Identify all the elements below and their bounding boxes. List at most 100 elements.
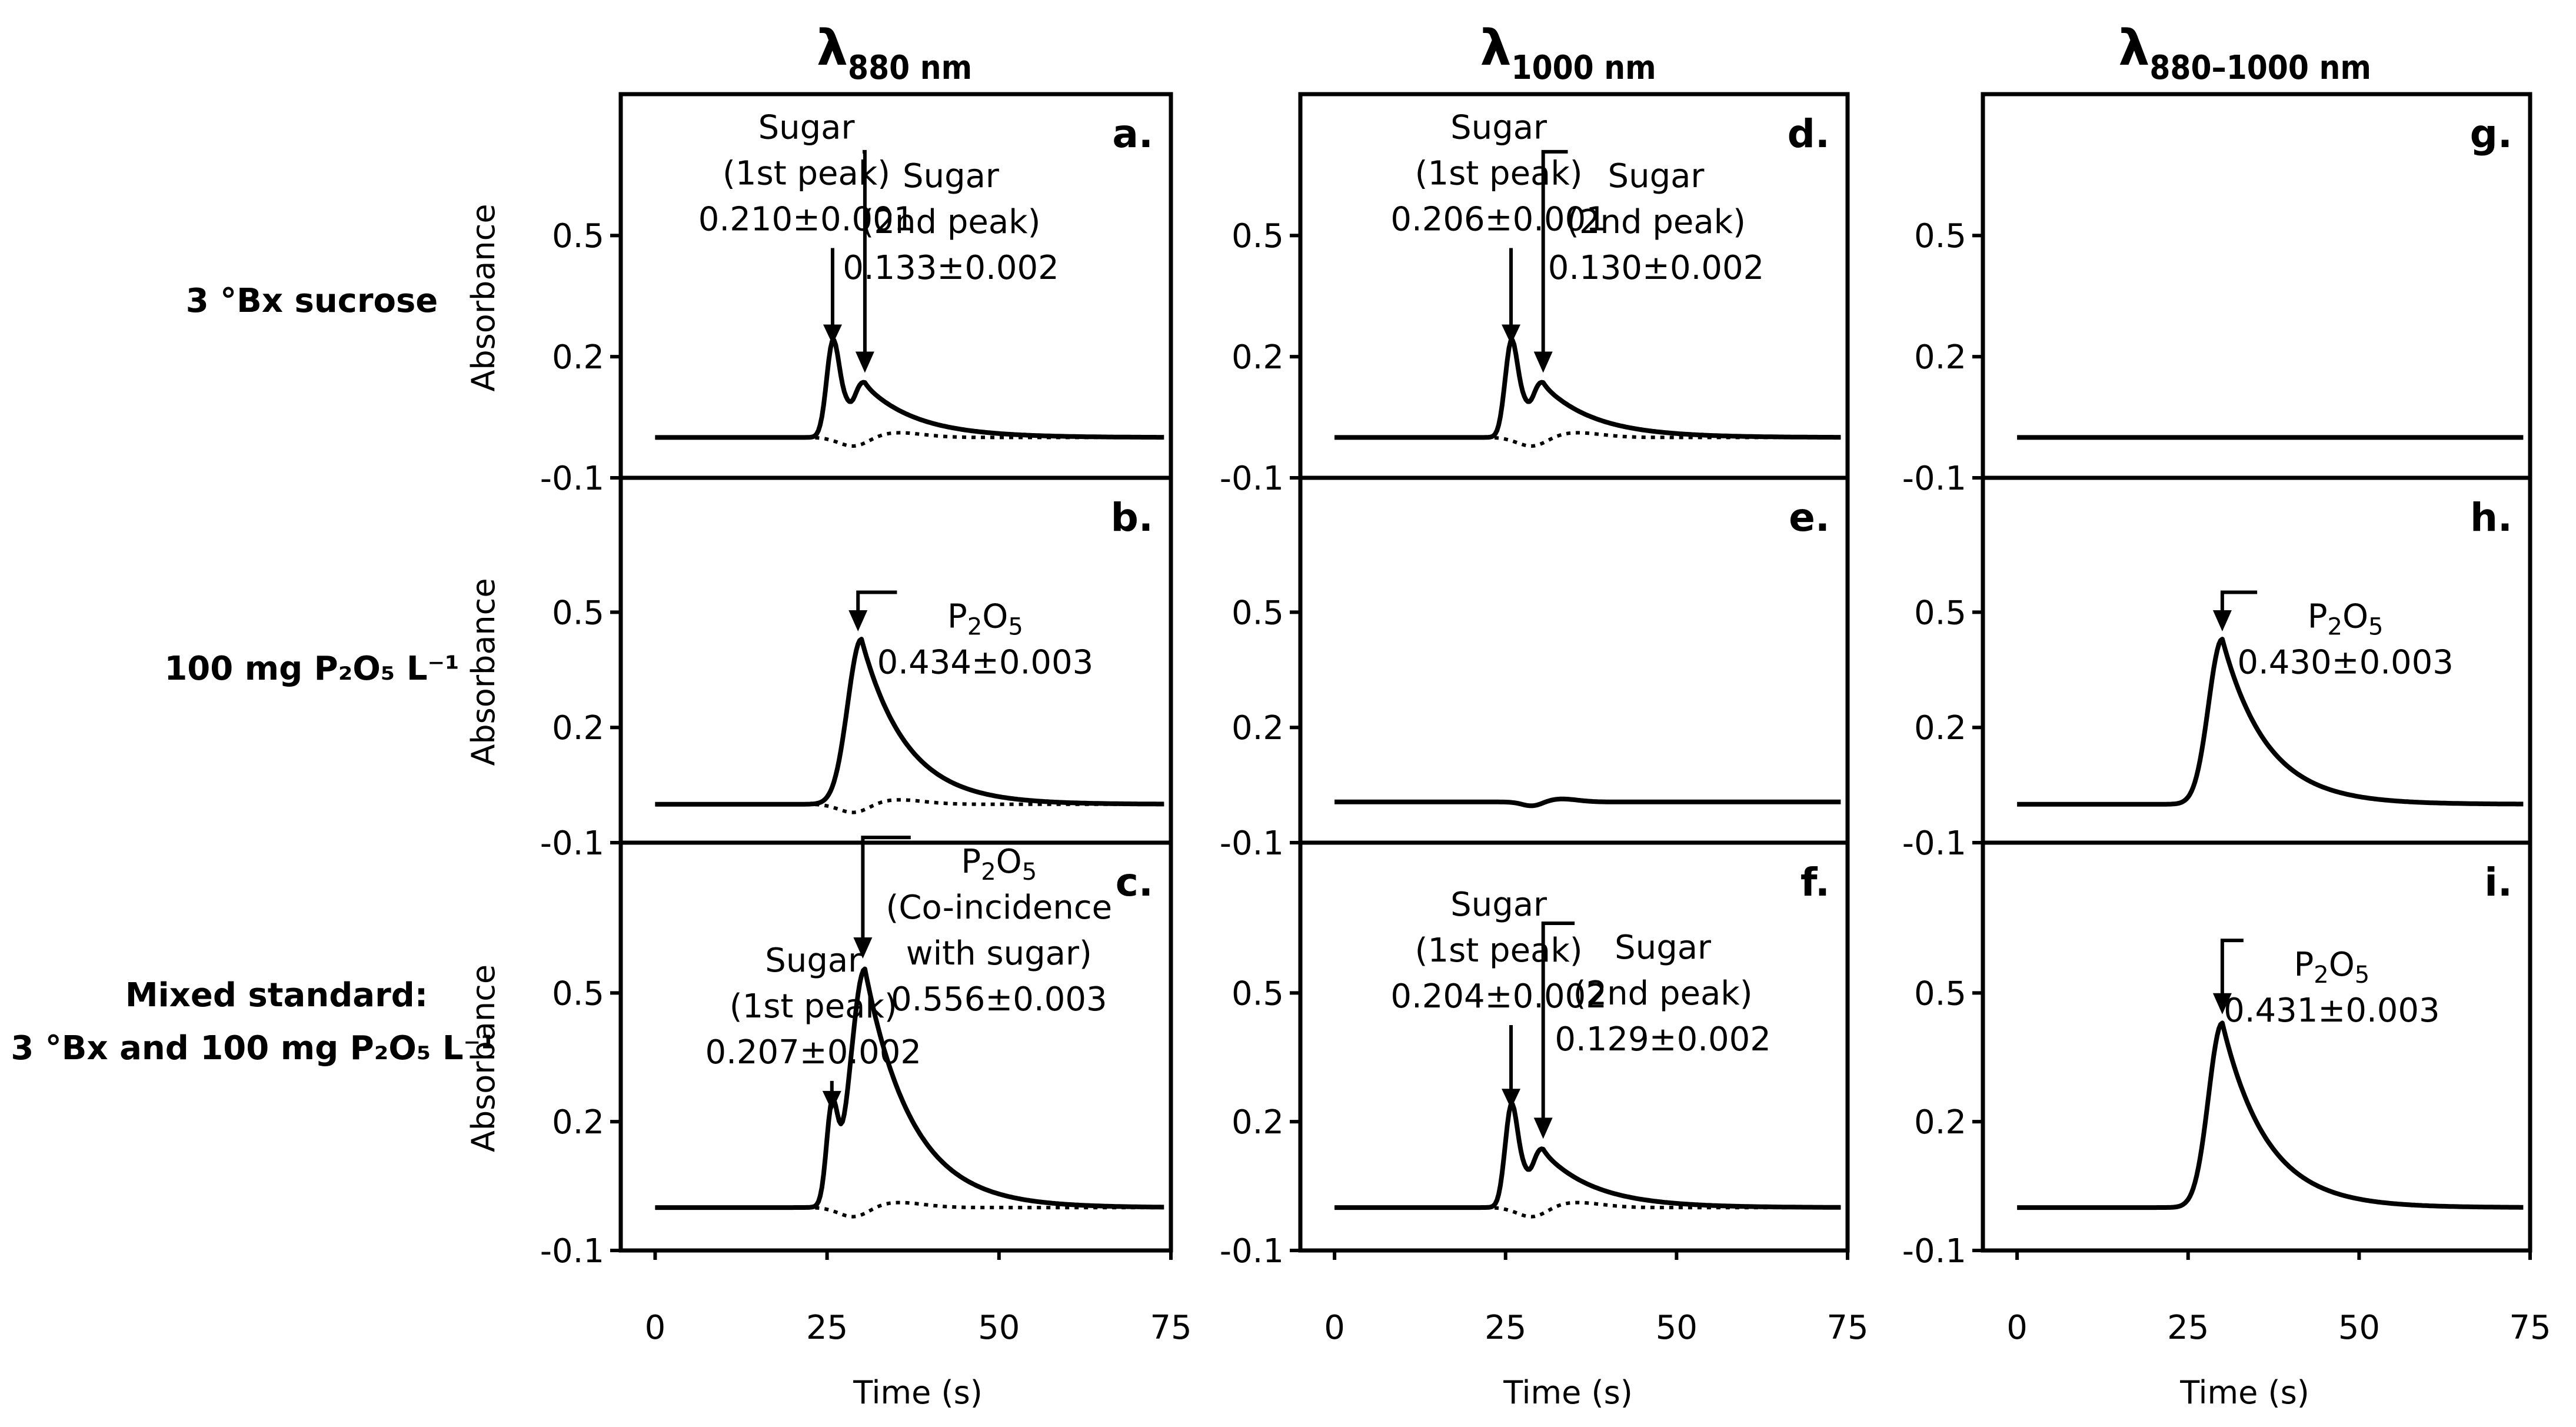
series-line-sample	[1334, 796, 1842, 809]
y-tick-label: -0.1	[1220, 460, 1284, 498]
y-tick-label: 0.5	[552, 594, 604, 632]
peak-annotation: Sugar (1st peak) 0.204±0.002	[1390, 886, 1607, 1109]
annotation-line: (2nd peak)	[1566, 203, 1746, 241]
annotation-line: Sugar	[1615, 929, 1712, 967]
y-axis-label: Absorbance	[465, 578, 502, 766]
series-line-blank	[655, 431, 1164, 448]
panels-group: 0.5 0.2 -0.1 Absorbance a. Sugar (1st peak) 0.2…	[465, 92, 2551, 1347]
annotation-line: 0.206±0.001	[1390, 200, 1607, 238]
panel-letter: c.	[1116, 860, 1153, 905]
y-tick-label: 0.2	[552, 709, 604, 747]
annotation-line: 0.207±0.002	[705, 1033, 921, 1072]
x-axis-label-col3: Time (s)	[2179, 1374, 2309, 1411]
series-line-blank	[1334, 1200, 1841, 1219]
x-tick-label: 50	[978, 1309, 1020, 1347]
y-tick-label: 0.2	[1232, 709, 1284, 747]
peak-annotation: Sugar (1st peak) 0.206±0.001	[1390, 108, 1607, 345]
panel-c: 0.5 0.2 -0.1 0 25 50 75 Absorbance c. Sugar (1st p…	[465, 836, 1192, 1347]
panel-letter: i.	[2484, 860, 2512, 905]
annotation-arrow	[863, 149, 867, 355]
arrowhead	[822, 1090, 841, 1111]
arrowhead	[1533, 1117, 1553, 1139]
panel-letter: a.	[1112, 111, 1153, 157]
annotation-arrow	[1541, 921, 1575, 1122]
annotation-line: (2nd peak)	[861, 203, 1041, 241]
y-tick-label: -0.1	[540, 460, 604, 498]
peak-annotation: Sugar (2nd peak) 0.129±0.002	[1533, 921, 1771, 1139]
annotation-line: with sugar)	[906, 934, 1092, 973]
annotation-line: 0.204±0.002	[1390, 977, 1607, 1016]
y-tick-label: 0.5	[1232, 594, 1284, 632]
panel-g: 0.5 0.2 -0.1 g.	[1902, 92, 2532, 498]
x-tick-label: 0	[2006, 1309, 2028, 1347]
series-line-sample	[1334, 1102, 1842, 1210]
annotation-line: 0.133±0.002	[843, 249, 1059, 287]
y-tick-label: 0.2	[1232, 1103, 1284, 1142]
x-tick-label: 25	[2167, 1309, 2209, 1347]
x-tick-label: 50	[1656, 1309, 1698, 1347]
y-tick-label: -0.1	[1902, 1232, 1966, 1270]
panel-frame	[1298, 840, 1850, 1253]
panel-letter: b.	[1111, 495, 1153, 540]
series-line-blank	[655, 1200, 1164, 1219]
annotation-line: P2O5	[947, 598, 1023, 641]
arrowhead	[1502, 324, 1521, 345]
y-tick-label: 0.2	[1914, 1103, 1966, 1142]
column-header-1000: λ1000 nm	[1480, 19, 1656, 87]
column-header-880-1000: λ880–1000 nm	[2118, 19, 2371, 87]
annotation-line: P2O5	[961, 843, 1037, 886]
y-tick-label: -0.1	[540, 824, 604, 863]
annotation-line: Sugar	[765, 942, 862, 980]
y-tick-label: 0.2	[552, 338, 604, 377]
annotation-line: (2nd peak)	[1573, 974, 1753, 1013]
peak-annotation: Sugar (2nd peak) 0.133±0.002	[843, 149, 1059, 373]
y-tick-label: 0.5	[1232, 974, 1284, 1013]
arrowhead	[823, 324, 842, 345]
peak-annotation: Sugar (2nd peak) 0.130±0.002	[1533, 149, 1765, 373]
peak-annotation: P2O5(Co-incidence with sugar) 0.556±0.003	[853, 836, 1112, 1019]
annotation-line: P2O5	[2308, 598, 2384, 641]
series-line-sample	[2016, 637, 2524, 807]
y-tick-label: 0.5	[552, 974, 604, 1013]
series-line-sample	[654, 337, 1165, 440]
row-label-mixed-line1: Mixed standard:	[125, 976, 428, 1014]
y-axis-label: Absorbance	[465, 204, 502, 391]
arrowhead	[1502, 1089, 1521, 1109]
panel-letter: f.	[1800, 860, 1830, 905]
panel-a: 0.5 0.2 -0.1 Absorbance a. Sugar (1st peak) 0.2…	[465, 92, 1173, 498]
panel-frame	[618, 840, 1173, 1253]
y-tick-label: 0.2	[552, 1103, 604, 1142]
column-header-880: λ880 nm	[817, 19, 972, 87]
y-tick-label: 0.5	[1914, 594, 1966, 632]
panel-e: 0.5 0.2 -0.1 e.	[1220, 475, 1850, 863]
x-tick-label: 25	[806, 1309, 848, 1347]
panel-frame	[1981, 840, 2532, 1253]
series-line-sample	[1334, 337, 1842, 440]
x-tick-label: 0	[645, 1309, 666, 1347]
annotation-line: P2O5	[2294, 946, 2369, 989]
annotation-line: Sugar	[1450, 886, 1547, 924]
arrowhead	[848, 610, 868, 632]
annotation-arrow	[1541, 149, 1568, 355]
annotation-arrow	[2220, 590, 2258, 614]
y-tick-label: -0.1	[1902, 460, 1966, 498]
annotation-line: Sugar	[758, 108, 856, 147]
arrowhead	[2212, 610, 2232, 632]
y-tick-label: 0.5	[1914, 974, 1966, 1013]
annotation-line: Sugar	[1608, 157, 1705, 195]
annotation-line: 0.130±0.002	[1548, 249, 1765, 287]
annotation-arrow	[861, 836, 911, 941]
annotation-line: (1st peak)	[1415, 932, 1583, 970]
peak-annotation: Sugar (1st peak) 0.207±0.002	[705, 942, 921, 1111]
y-axis-label: Absorbance	[465, 964, 502, 1152]
x-tick-label: 25	[1485, 1309, 1526, 1347]
x-tick-label: 75	[1150, 1309, 1192, 1347]
annotation-line: Sugar	[1450, 108, 1547, 147]
annotation-line: 0.210±0.001	[698, 200, 915, 238]
y-tick-label: -0.1	[1902, 824, 1966, 863]
